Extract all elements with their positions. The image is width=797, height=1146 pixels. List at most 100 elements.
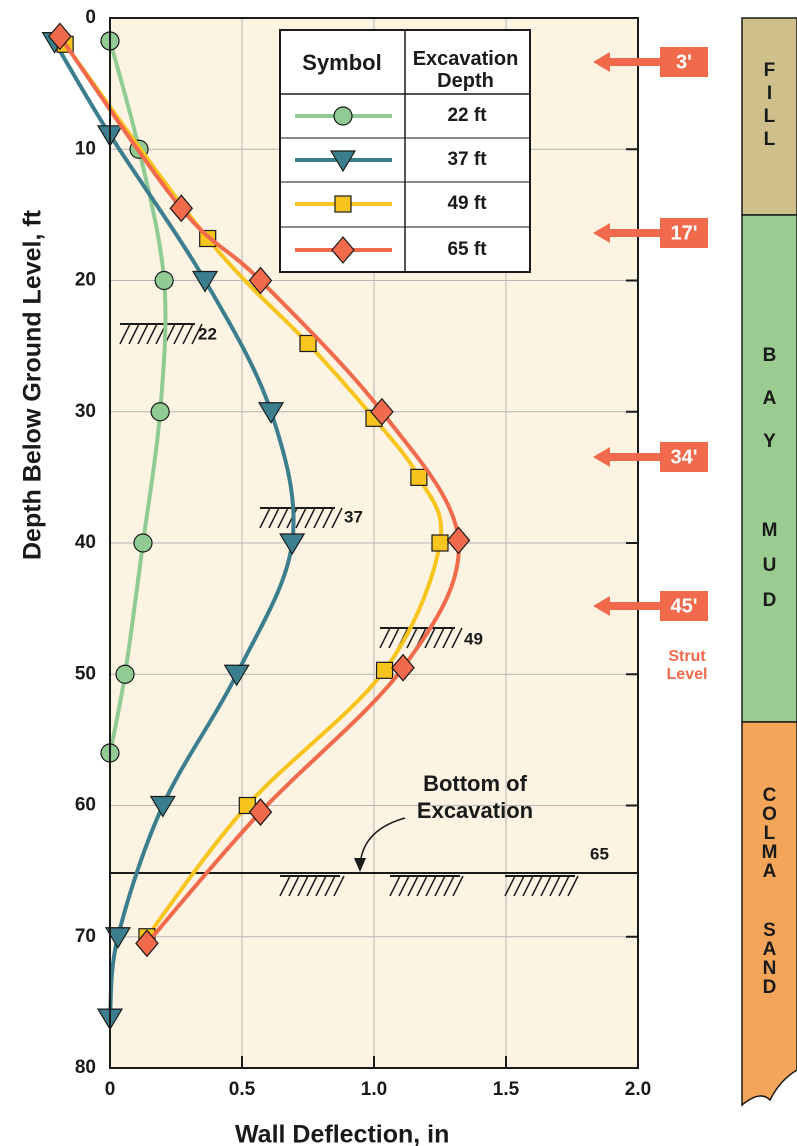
hatch [407,875,419,897]
hatch [531,875,543,897]
x-tick-label: 1.5 [493,1079,520,1100]
x-tick-label: 0.5 [229,1079,256,1100]
hatch [304,507,316,529]
marker [370,397,394,426]
soil-bay-mud [741,214,797,723]
y-tick-label: 70 [75,926,96,947]
legend-label: 49 ft [447,193,487,214]
soil-colma-sand [741,721,797,1107]
marker [149,795,176,818]
marker [133,533,153,553]
marker [115,664,135,684]
hatch [389,875,401,897]
legend-header: Excavation Depth [412,48,519,92]
strut-arrow [593,596,660,616]
marker [410,468,428,486]
marker [104,927,131,949]
hatch [442,627,454,649]
hatch [452,875,464,897]
hatch [398,875,410,897]
strut-box [660,442,708,472]
legend-marker [333,106,353,126]
hatch [259,507,271,529]
strut-label: 3' [676,51,692,73]
hatch [315,875,327,897]
legend-header: Symbol [302,50,381,75]
hatch [549,875,561,897]
hatch [297,875,309,897]
x-tick-label: 1.0 [361,1079,387,1100]
soil-label: FILL [759,60,780,152]
hatch [540,875,552,897]
legend-label: 37 ft [447,149,487,170]
hatch [306,875,318,897]
marker [257,402,285,424]
marker [248,798,273,826]
legend-marker [329,150,357,173]
hatch [567,875,579,897]
hatch [333,875,345,897]
x-tick-label: 0 [105,1079,116,1100]
soil-label: COLMA [759,785,780,880]
soil-label: BAY [759,345,780,474]
y-tick-label: 10 [75,138,96,159]
hatch [277,507,289,529]
marker [223,664,250,687]
hatch [119,323,131,345]
hatch [513,875,525,897]
excavation-label: 65 [590,844,609,863]
hatch [324,875,336,897]
marker [169,194,194,223]
excavation-label: 22 [198,324,217,343]
strut-box [660,591,708,621]
marker [299,334,317,353]
legend-label: 22 ft [447,105,487,126]
hatch [288,875,300,897]
hatch [451,627,463,649]
soil-label: MUD [759,520,780,625]
hatch [322,507,334,529]
hatch [504,875,516,897]
strut-label: 34' [670,446,697,468]
hatch [406,627,418,649]
legend-marker [334,195,352,213]
y-axis-title: Depth Below Ground Level, ft [19,209,47,560]
marker [446,526,471,555]
legend-marker [331,236,355,264]
y-tick-label: 20 [75,270,96,291]
soil-fill [741,17,797,216]
strut-arrow [593,52,660,72]
hatch [433,627,445,649]
bottom-label: Bottom of Excavation [416,771,534,823]
hatch [522,875,534,897]
marker [279,533,306,556]
soil-label: SAND [759,920,780,996]
marker [391,653,415,682]
y-tick-label: 50 [75,663,96,684]
legend-label: 65 ft [447,239,487,260]
x-axis-title: Wall Deflection, in [235,1121,449,1146]
marker [431,534,449,552]
marker [154,270,174,291]
bottom-arrowhead [354,858,366,872]
hatch [173,323,185,345]
strut-arrow [593,447,660,467]
hatch [128,323,140,345]
strut-arrow [593,223,660,243]
excavation-label: 49 [464,629,483,648]
marker [48,22,72,51]
hatch [424,627,436,649]
excavation-label: 37 [344,507,363,526]
hatch [558,875,570,897]
hatch [279,875,291,897]
hatch [295,507,307,529]
y-tick-label: 60 [75,795,96,816]
hatch [146,323,158,345]
hatch [191,323,203,345]
x-tick-label: 2.0 [625,1079,651,1100]
hatch [137,323,149,345]
strut-label: 45' [670,595,697,617]
y-tick-label: 0 [85,7,96,28]
hatch [268,507,280,529]
